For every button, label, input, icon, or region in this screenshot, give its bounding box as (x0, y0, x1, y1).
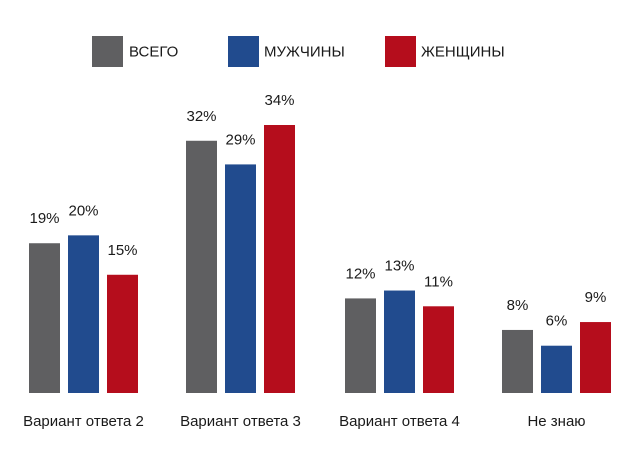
value-label-3-series-3: 11% (424, 273, 453, 290)
legend-swatch-3 (385, 36, 416, 67)
category-label-3: Вариант ответа 4 (339, 413, 460, 430)
category-label-1: Вариант ответа 2 (23, 413, 144, 430)
legend-swatch-1 (92, 36, 123, 67)
value-label-2-series-3: 34% (264, 92, 294, 109)
category-label-2: Вариант ответа 3 (180, 413, 301, 430)
legend-label-2: МУЖЧИНЫ (264, 44, 345, 61)
legend-swatch-2 (228, 36, 259, 67)
value-label-3-series-1: 12% (345, 265, 375, 282)
value-label-4-series-1: 8% (507, 297, 529, 314)
value-label-1-series-1: 19% (29, 210, 59, 227)
value-labels: 19% 20% 15% 32% 29% 34% 12% 13% 11% 8% 6% 9% (29, 92, 606, 330)
bar-3-series-2 (384, 290, 415, 393)
value-label-4-series-2: 6% (546, 313, 568, 330)
legend-label-3: ЖЕНЩИНЫ (421, 44, 505, 61)
bar-3-series-1 (345, 298, 376, 393)
legend-label-1: ВСЕГО (129, 44, 178, 61)
bar-1-series-3 (107, 274, 138, 393)
value-label-2-series-1: 32% (186, 108, 216, 125)
category-label-4: Не знаю (527, 413, 585, 430)
bar-3-series-3 (423, 306, 454, 393)
bar-1-series-1 (29, 243, 60, 393)
value-label-2-series-2: 29% (225, 131, 255, 148)
bar-4-series-2 (541, 345, 572, 393)
category-labels: Вариант ответа 2 Вариант ответа 3 Вариант … (23, 413, 585, 430)
bar-4-series-1 (502, 329, 533, 393)
value-label-4-series-3: 9% (585, 289, 607, 306)
legend: ВСЕГО МУЖЧИНЫ ЖЕНЩИНЫ (92, 36, 505, 67)
value-label-1-series-3: 15% (107, 242, 137, 259)
bar-1-series-2 (68, 235, 99, 393)
bar-2-series-3 (264, 125, 295, 393)
bar-2-series-1 (186, 140, 217, 393)
bar-2-series-2 (225, 164, 256, 393)
bars-area (29, 125, 611, 393)
value-label-1-series-2: 20% (68, 202, 98, 219)
bar-4-series-3 (580, 322, 611, 393)
value-label-3-series-2: 13% (384, 258, 414, 275)
